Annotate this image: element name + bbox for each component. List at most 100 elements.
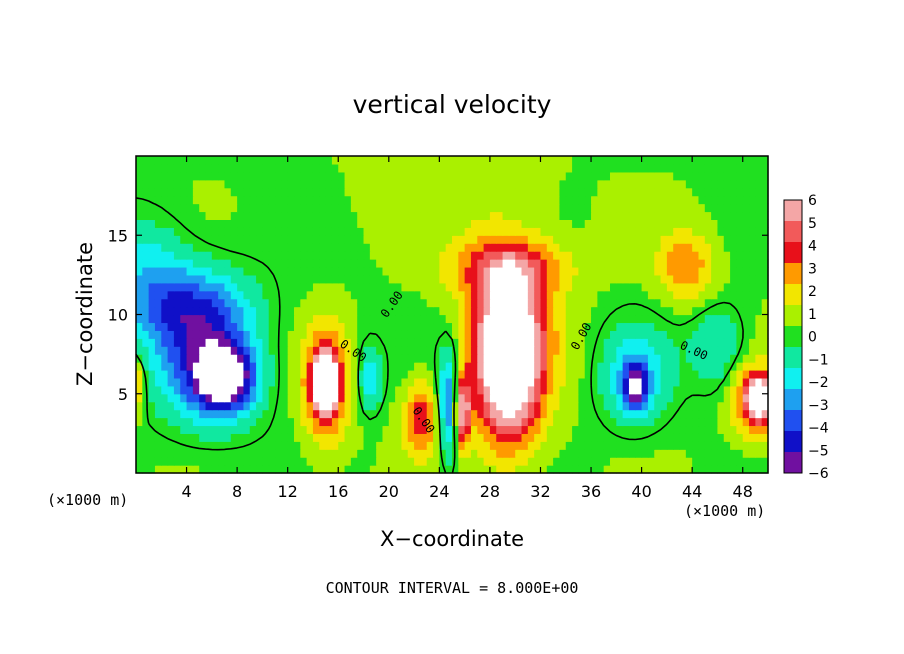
heatmap-cell — [376, 282, 384, 292]
heatmap-cell — [218, 346, 226, 355]
heatmap-cell — [382, 195, 390, 205]
heatmap-cell — [439, 409, 447, 419]
y-tick-label: 5 — [118, 385, 128, 404]
heatmap-cell — [401, 195, 409, 205]
heatmap-cell — [325, 417, 333, 427]
heatmap-cell — [262, 314, 270, 324]
heatmap-cell — [331, 290, 339, 300]
heatmap-cell — [452, 409, 459, 419]
heatmap-cell — [205, 393, 213, 403]
heatmap-cell — [154, 425, 162, 434]
heatmap-cell — [382, 243, 390, 252]
heatmap-cell — [218, 377, 226, 387]
heatmap-cell — [717, 449, 725, 458]
heatmap-cell — [508, 266, 516, 276]
heatmap-cell — [445, 322, 453, 331]
heatmap-cell — [350, 377, 358, 387]
chart-title: vertical velocity — [353, 90, 552, 119]
heatmap-cell — [167, 377, 175, 387]
heatmap-cell — [534, 219, 542, 228]
heatmap-cell — [230, 282, 238, 292]
heatmap-cell — [654, 306, 662, 316]
heatmap-cell — [597, 441, 605, 450]
heatmap-cell — [546, 266, 554, 276]
heatmap-cell — [218, 322, 226, 331]
heatmap-cell — [496, 465, 504, 474]
heatmap-cell — [287, 227, 295, 236]
heatmap-cell — [603, 235, 611, 244]
heatmap-cell — [173, 362, 181, 371]
heatmap-cell — [755, 322, 763, 331]
heatmap-cell — [591, 251, 598, 260]
heatmap-cell — [388, 203, 396, 213]
heatmap-cell — [325, 274, 333, 284]
heatmap-cell — [154, 259, 162, 268]
heatmap-cell — [464, 251, 472, 260]
heatmap-cell — [363, 282, 371, 292]
heatmap-cell — [426, 393, 434, 403]
heatmap-cell — [647, 377, 655, 387]
heatmap-cell — [218, 259, 226, 268]
heatmap-cell — [610, 385, 617, 395]
heatmap-cell — [186, 163, 194, 173]
heatmap-cell — [647, 425, 655, 434]
heatmap-cell — [496, 354, 504, 363]
heatmap-cell — [597, 171, 605, 181]
heatmap-cell — [420, 377, 428, 387]
heatmap-cell — [553, 425, 561, 434]
heatmap-cell — [262, 156, 270, 165]
heatmap-cell — [249, 322, 257, 331]
heatmap-cell — [666, 187, 674, 197]
heatmap-cell — [199, 227, 207, 236]
heatmap-cell — [369, 282, 377, 292]
heatmap-cell — [622, 385, 630, 395]
heatmap-cell — [306, 338, 314, 347]
heatmap-cell — [698, 330, 706, 339]
heatmap-cell — [452, 457, 459, 466]
heatmap-cell — [565, 441, 573, 450]
heatmap-cell — [723, 156, 731, 165]
heatmap-cell — [433, 393, 440, 403]
heatmap-cell — [502, 251, 510, 260]
heatmap-cell — [508, 203, 516, 213]
heatmap-cell — [388, 330, 396, 339]
heatmap-cell — [717, 156, 725, 165]
heatmap-cell — [338, 219, 346, 228]
colorbar-swatch — [784, 410, 802, 432]
heatmap-cell — [249, 259, 257, 268]
heatmap-cell — [534, 338, 542, 347]
heatmap-cell — [224, 171, 232, 181]
heatmap-cell — [407, 338, 415, 347]
heatmap-cell — [742, 401, 750, 411]
heatmap-cell — [344, 282, 352, 292]
heatmap-cell — [565, 338, 573, 347]
heatmap-cell — [616, 369, 624, 379]
heatmap-cell — [597, 377, 605, 387]
heatmap-cell — [647, 156, 655, 165]
heatmap-cell — [761, 266, 769, 276]
heatmap-cell — [376, 227, 384, 236]
heatmap-cell — [489, 354, 497, 363]
heatmap-cell — [287, 354, 295, 363]
heatmap-cell — [698, 433, 706, 442]
heatmap-cell — [698, 369, 706, 379]
heatmap-cell — [199, 266, 207, 276]
heatmap-cell — [654, 203, 662, 213]
heatmap-cell — [673, 369, 681, 379]
heatmap-cell — [641, 163, 649, 173]
heatmap-cell — [192, 409, 200, 419]
heatmap-cell — [546, 203, 554, 213]
heatmap-cell — [546, 298, 554, 308]
heatmap-cell — [458, 322, 466, 331]
heatmap-cell — [243, 298, 251, 308]
heatmap-cell — [515, 290, 523, 300]
heatmap-cell — [603, 227, 611, 236]
heatmap-cell — [660, 195, 668, 205]
heatmap-cell — [154, 266, 162, 276]
heatmap-cell — [142, 266, 150, 276]
heatmap-cell — [622, 409, 630, 419]
heatmap-cell — [470, 330, 478, 339]
heatmap-cell — [553, 369, 561, 379]
heatmap-cell — [218, 235, 226, 244]
heatmap-cell — [673, 298, 681, 308]
